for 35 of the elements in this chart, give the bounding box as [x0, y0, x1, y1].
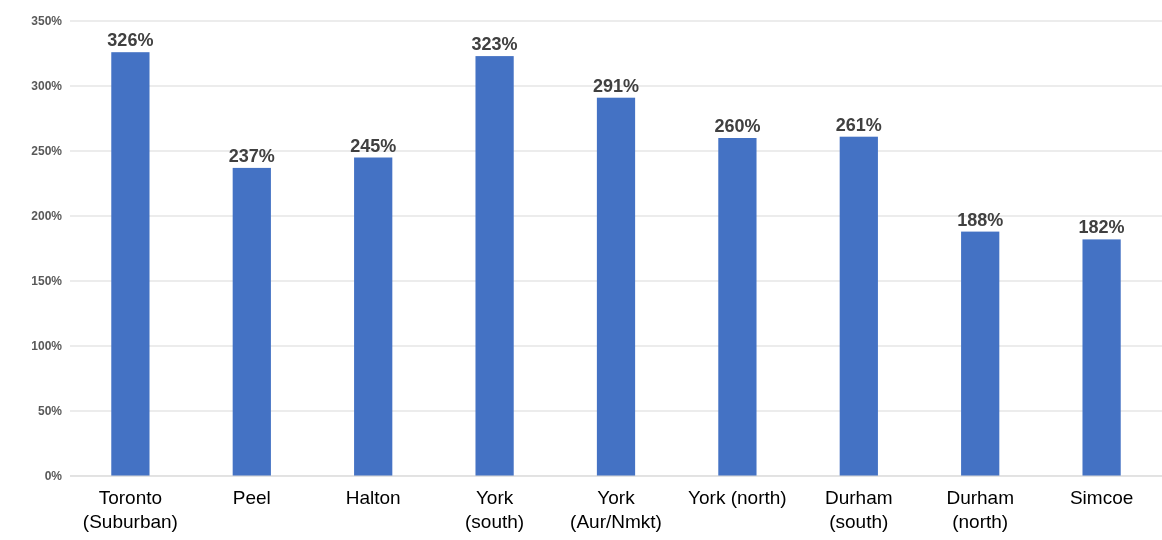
bar [111, 52, 150, 476]
bar [475, 56, 514, 476]
y-tick-label: 50% [37, 404, 63, 419]
bar [839, 136, 878, 476]
bar [961, 231, 1000, 476]
data-label: 245% [350, 135, 397, 156]
x-tick-label: Durham (north) [946, 487, 1014, 532]
data-label: 323% [471, 34, 518, 55]
data-label: 291% [592, 75, 640, 96]
x-tick-label: York (Aur/Nmkt) [570, 487, 662, 532]
y-tick-label: 0% [44, 469, 63, 484]
y-tick-label: 300% [31, 79, 63, 94]
data-label: 237% [228, 145, 275, 166]
data-label: 188% [957, 209, 1004, 230]
x-tick-label: Simcoe [1069, 487, 1134, 508]
data-label: 260% [714, 116, 761, 136]
bar [718, 138, 757, 476]
x-tick-label: Peel [232, 487, 271, 508]
y-tick-label: 250% [31, 144, 63, 159]
x-tick-label: Durham (south) [825, 487, 893, 532]
x-tick-label: York (north) [688, 487, 787, 508]
x-tick-label: Toronto (Suburban) [82, 487, 178, 532]
data-label: 261% [835, 114, 882, 135]
data-label: 326% [107, 30, 154, 51]
bar [596, 97, 636, 476]
x-tick-label: Halton [345, 487, 401, 508]
bar [232, 167, 271, 476]
bar [1082, 239, 1121, 476]
y-tick-label: 350% [31, 14, 63, 29]
bar [354, 157, 393, 476]
data-label: 182% [1078, 217, 1125, 238]
y-tick-label: 200% [31, 209, 63, 224]
x-tick-label: York (south) [465, 487, 525, 532]
y-tick-label: 150% [31, 274, 63, 289]
y-tick-label: 100% [31, 339, 63, 354]
